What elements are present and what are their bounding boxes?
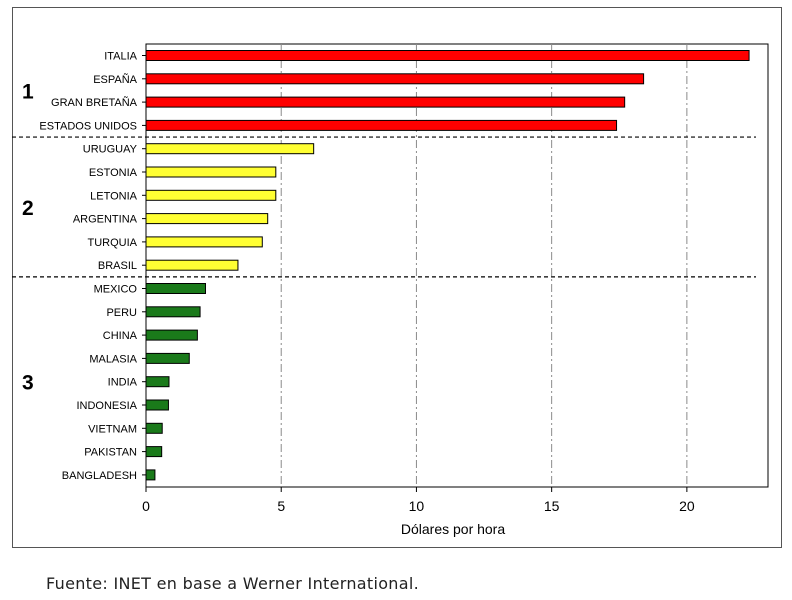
group-label-3: 3 [22,372,34,395]
category-label: URUGUAY [83,144,138,156]
bar-india [145,376,170,388]
bar-uruguay [145,143,315,155]
category-label: LETONIA [90,190,138,202]
category-label: INDIA [108,377,138,389]
x-tick-label-20: 20 [679,498,695,514]
bar-bangladesh [145,469,156,481]
category-label: MALASIA [89,353,137,365]
category-label: MEXICO [94,284,138,296]
bar-argentina [145,213,269,225]
category-label: ARGENTINA [73,214,138,226]
x-tick-label-15: 15 [544,498,560,514]
bar-malasia [145,352,190,364]
category-label: CHINA [103,330,138,342]
bar-letonia [145,189,277,201]
category-label: TURQUIA [88,237,138,249]
bar-china [145,329,198,341]
category-label: ESPAÑA [93,73,137,86]
bar-indonesia [145,399,169,411]
source-note: Fuente: INET en base a Werner Internatio… [46,574,419,593]
category-label: INDONESIA [76,400,137,412]
bar-peru [145,306,201,318]
bar-vietnam [145,422,163,434]
bar-pakistan [145,446,163,458]
category-label: PERU [106,307,137,319]
category-label: GRAN BRETAÑA [51,96,138,109]
category-label: BRASIL [98,260,137,272]
bar-brasil [145,259,239,271]
category-label: PAKISTAN [84,447,137,459]
category-label: VIETNAM [88,423,137,435]
category-label: ITALIA [104,51,137,63]
x-axis-title: Dólares por hora [401,521,505,537]
bar-estonia [145,166,277,178]
x-tick-label-0: 0 [142,498,150,514]
group-label-1: 1 [22,80,34,103]
category-label: ESTADOS UNIDOS [39,120,137,132]
bar-chart: 0 5 10 15 20 Dólares por hora ITALIA ESPAÑA GRAN… [12,43,769,537]
bar-gran-bretaña [145,96,626,108]
category-label: ESTONIA [89,167,138,179]
plot-area [145,43,769,488]
bar-mexico [145,283,206,294]
x-tick-label-10: 10 [409,498,425,514]
group-label-2: 2 [22,197,34,220]
x-tick-label-5: 5 [277,498,285,514]
bar-estados-unidos [145,119,618,131]
category-label: BANGLADESH [62,470,137,482]
bar-españa [145,73,645,85]
bar-italia [145,50,750,61]
bar-turquia [145,236,263,248]
